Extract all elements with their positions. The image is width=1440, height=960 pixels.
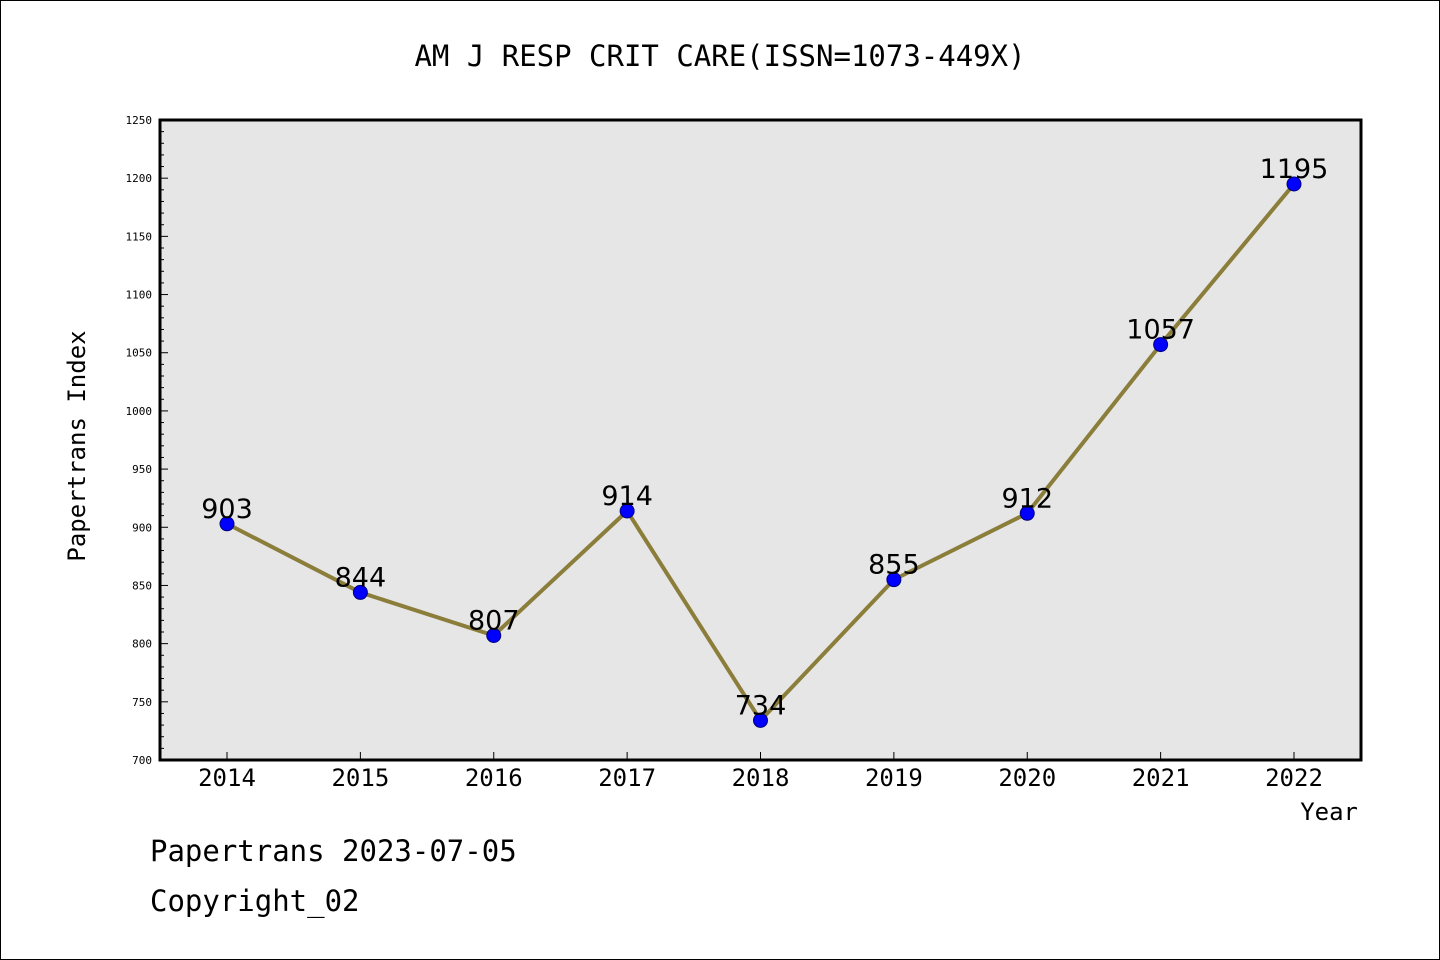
footer-date: Papertrans 2023-07-05: [150, 834, 517, 868]
data-label: 844: [335, 562, 387, 593]
data-point: [219, 516, 235, 532]
y-tick-label: 850: [132, 579, 152, 592]
y-tick-label: 1100: [126, 289, 153, 302]
x-tick-label: 2020: [998, 764, 1056, 792]
data-label: 903: [201, 494, 253, 525]
x-tick-label: 2014: [198, 764, 256, 792]
data-point: [886, 572, 902, 588]
x-tick-label: 2017: [598, 764, 656, 792]
chart-title: AM J RESP CRIT CARE(ISSN=1073-449X): [414, 39, 1025, 73]
x-tick-label: 2018: [732, 764, 790, 792]
y-tick-label: 1150: [126, 230, 153, 243]
data-point: [1153, 337, 1169, 353]
y-tick-label: 950: [132, 463, 152, 476]
data-point: [619, 503, 635, 519]
data-point: [1286, 176, 1302, 192]
data-label: 734: [735, 690, 787, 721]
data-label: 914: [601, 481, 653, 512]
x-tick-label: 2021: [1132, 764, 1190, 792]
x-tick-label: 2019: [865, 764, 923, 792]
data-label: 1195: [1260, 154, 1329, 185]
data-label: 912: [1001, 483, 1053, 514]
y-tick-label: 700: [132, 754, 152, 767]
data-point: [753, 712, 768, 728]
data-point: [1019, 505, 1035, 521]
data-point: [352, 584, 368, 600]
plot-border: [158, 118, 1363, 762]
x-axis: 2014 2015 2016 2017 2018 2019 2020 2021 2022: [198, 752, 1323, 792]
y-tick-label: 1200: [126, 172, 153, 185]
y-tick-label: 1000: [126, 405, 153, 418]
data-point: [486, 627, 502, 643]
y-axis-label: Papertrans Index: [63, 330, 91, 561]
data-label-layer: 903 844 807 914 734 855 912 1057 1195: [201, 154, 1328, 721]
y-tick-label: 1250: [126, 114, 153, 127]
series-layer: [219, 176, 1302, 728]
plot-area: [160, 120, 1361, 760]
y-tick-label: 800: [132, 638, 152, 651]
y-tick-label: 1050: [126, 347, 153, 360]
y-tick-label: 900: [132, 521, 152, 534]
y-tick-label: 750: [132, 696, 152, 709]
data-label: 1057: [1126, 315, 1195, 346]
x-tick-label: 2015: [331, 764, 389, 792]
x-tick-label: 2016: [465, 764, 523, 792]
x-axis-label: Year: [1300, 798, 1358, 826]
x-tick-label: 2022: [1265, 764, 1323, 792]
data-label: 807: [468, 605, 520, 636]
data-label: 855: [868, 550, 920, 581]
y-axis: 700 750 800 850 900 950 1000 1050 1100 1150 1200 12…: [126, 114, 168, 767]
footer-copyright: Copyright_02: [150, 884, 360, 918]
